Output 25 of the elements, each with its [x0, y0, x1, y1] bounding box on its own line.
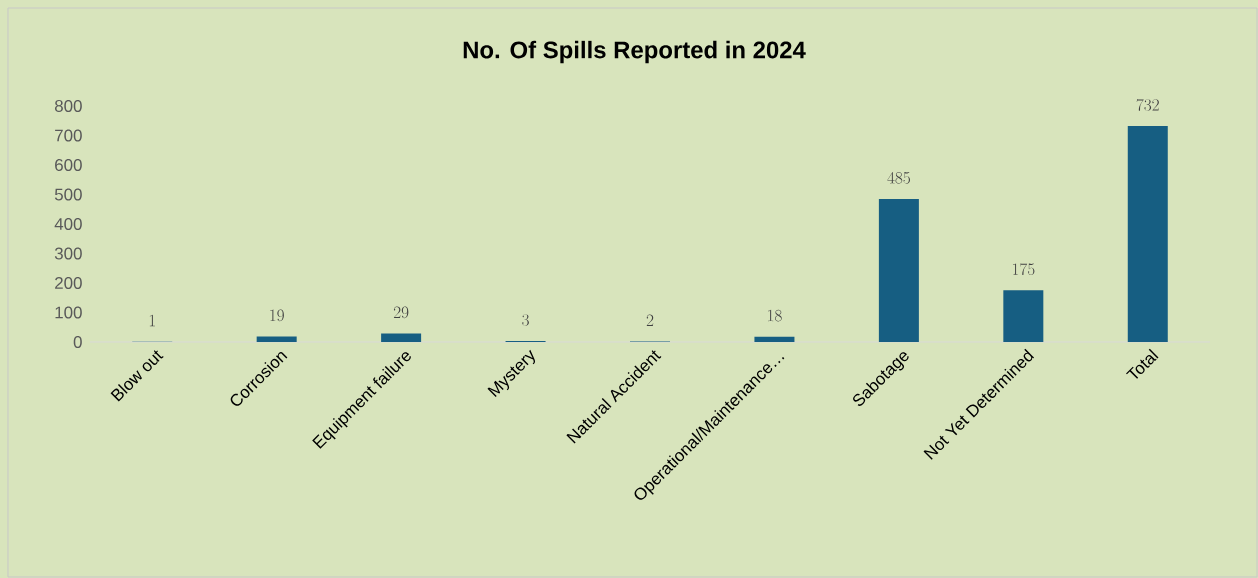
data-label: 732: [1136, 98, 1159, 111]
data-label: 19: [270, 309, 284, 322]
y-tick-label: 800: [54, 99, 82, 112]
data-label: 29: [393, 306, 409, 319]
y-tick-label: 600: [55, 158, 82, 171]
data-label: 1: [149, 314, 155, 327]
bar: [381, 333, 422, 342]
bar: [754, 336, 795, 342]
chart-title: No. Of Spills Reported in 2024: [463, 40, 806, 64]
data-label: 2: [646, 314, 654, 326]
y-tick-label: 400: [54, 217, 82, 230]
data-label: 485: [887, 171, 910, 184]
data-label: 175: [1012, 263, 1035, 276]
bar: [878, 198, 919, 342]
bar: [1127, 126, 1168, 342]
y-tick-label: 200: [55, 276, 82, 289]
y-tick-label: 500: [54, 188, 82, 201]
y-tick-label: 100: [55, 306, 82, 319]
data-label: 18: [768, 309, 782, 322]
data-label: 3: [522, 314, 529, 326]
y-tick-label: 300: [54, 247, 82, 260]
y-tick-label: 700: [55, 129, 82, 142]
y-tick-label: 0: [73, 335, 82, 348]
bar: [256, 336, 297, 342]
bar: [1003, 290, 1044, 342]
